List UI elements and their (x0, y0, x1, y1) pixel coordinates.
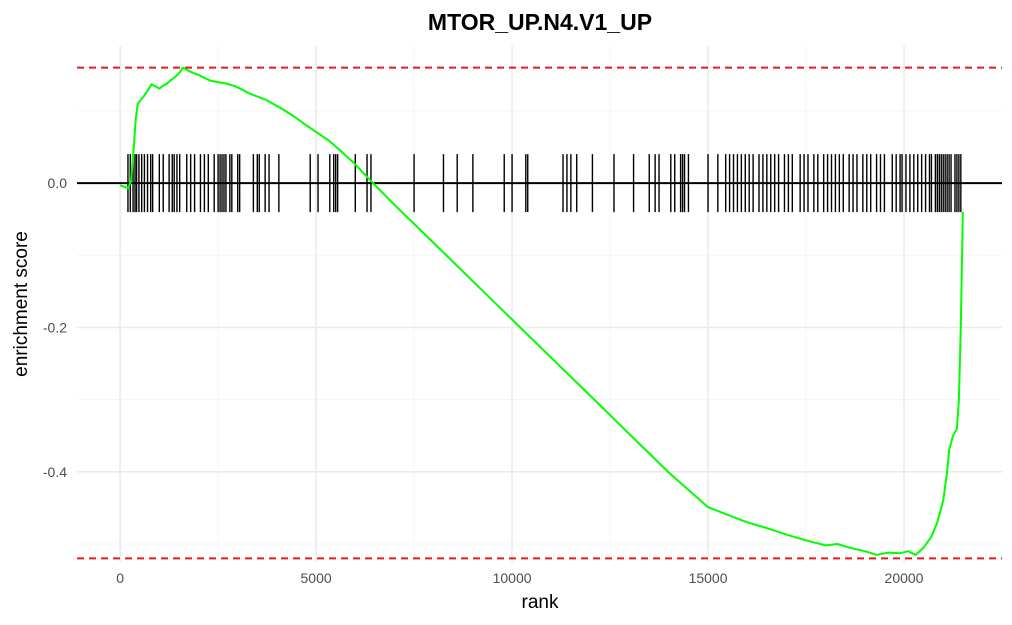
x-tick-labels: 0 5000 10000 15000 20000 (116, 570, 923, 586)
y-tick-labels: 0.0 -0.2 -0.4 (43, 175, 67, 480)
x-tick-label: 20000 (885, 570, 924, 586)
x-axis-title: rank (522, 592, 559, 613)
x-tick-label: 0 (116, 570, 124, 586)
bound-lines (77, 66, 1002, 560)
enrichment-score-curve (119, 66, 964, 556)
y-tick-label: 0.0 (48, 175, 68, 191)
y-tick-label: -0.4 (43, 464, 67, 480)
x-tick-label: 5000 (301, 570, 332, 586)
enrichment-curve-layer (119, 66, 964, 556)
grid-layer (77, 46, 1002, 562)
chart-title: MTOR_UP.N4.V1_UP (428, 9, 652, 35)
y-axis-title: enrichment score (11, 231, 32, 377)
x-tick-label: 15000 (689, 570, 728, 586)
y-tick-label: -0.2 (43, 319, 67, 335)
x-tick-label: 10000 (493, 570, 532, 586)
